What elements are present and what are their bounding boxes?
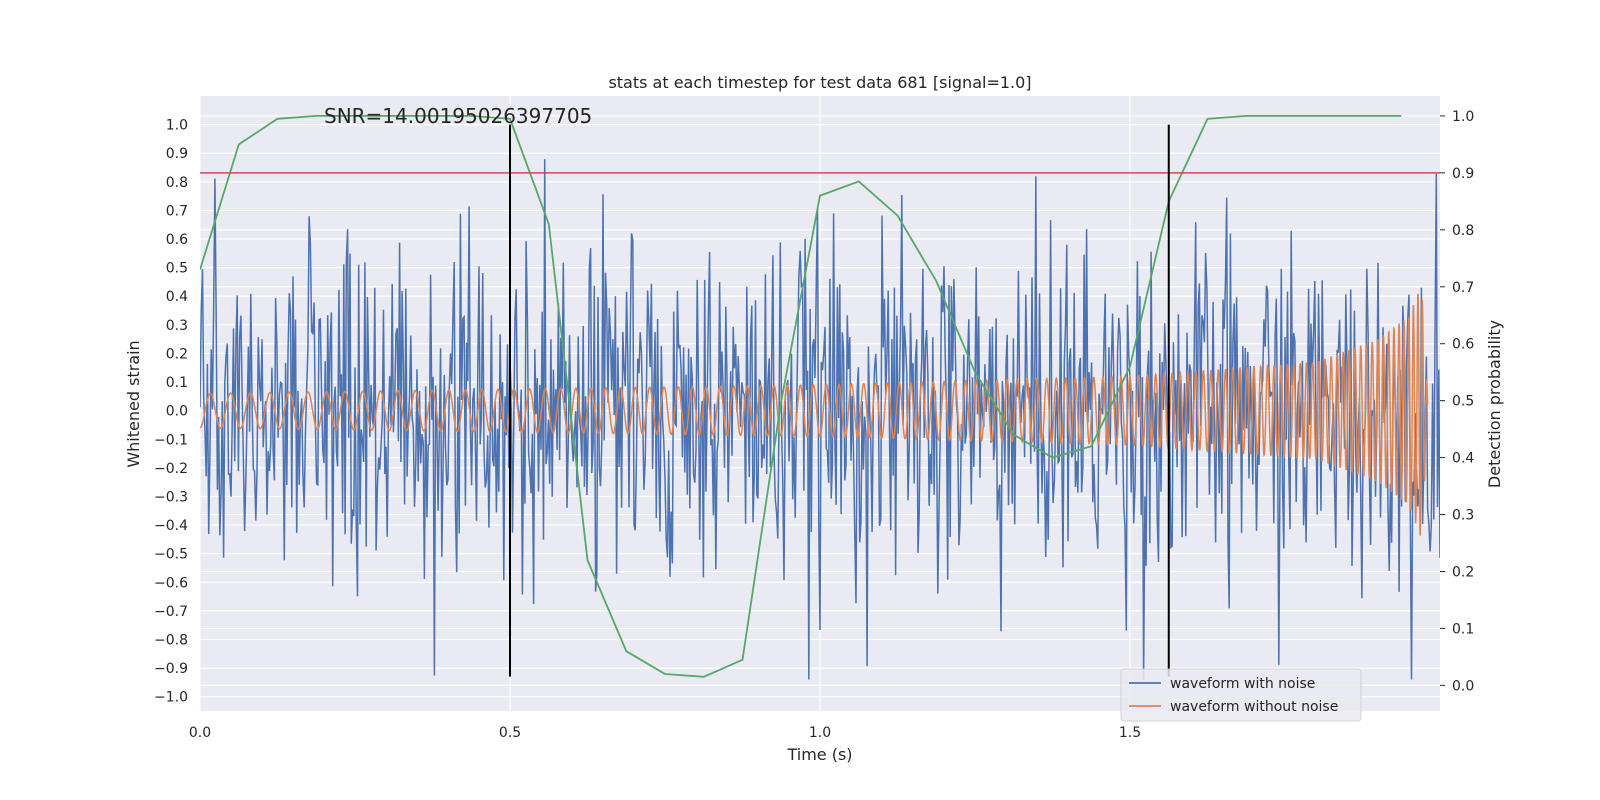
snr-annotation: SNR=14.00195026397705 [324,104,592,128]
y2-tick-label: 0.3 [1452,508,1474,524]
y-tick-label: 0.5 [166,261,188,277]
y-tick-label: −0.1 [154,432,188,448]
x-tick-label: 1.5 [1119,725,1141,741]
x-axis: 0.0 0.5 1.0 1.5 [189,725,1141,741]
legend-label-with-noise: waveform with noise [1170,676,1315,692]
y-tick-label: −0.6 [154,575,188,591]
right-y-axis: 0.0 0.1 0.2 0.3 0.4 0.5 0.6 0.7 0.8 0.9 1.0 [1440,109,1474,694]
y-axis-title: Whitened strain [124,340,143,467]
y2-tick-label: 0.7 [1452,280,1474,296]
y2-tick-label: 0.8 [1452,223,1474,239]
y-tick-label: −0.9 [154,661,188,677]
y2-tick-label: 0.4 [1452,451,1474,467]
legend: waveform with noise waveform without noi… [1120,668,1362,722]
y2-tick-label: 1.0 [1452,109,1474,125]
y2-axis-title: Detection probability [1485,320,1504,488]
y-tick-label: −0.5 [154,547,188,563]
vertical-markers [509,124,1170,677]
y-tick-label: −1.0 [154,690,188,706]
y-tick-label: 0.8 [166,175,188,191]
x-tick-label: 0.5 [499,725,521,741]
y-tick-label: 0.3 [166,318,188,334]
y-tick-label: 0.6 [166,232,188,248]
y-tick-label: 0.2 [166,346,188,362]
series-line-with-noise [200,159,1440,680]
series-line-without-noise [200,293,1429,536]
y2-tick-label: 0.9 [1452,166,1474,182]
y2-tick-label: 0.1 [1452,621,1474,637]
legend-box [1120,668,1362,722]
legend-label-without-noise: waveform without noise [1170,699,1338,715]
y2-tick-label: 0.0 [1452,678,1474,694]
x-axis-title: Time (s) [786,745,852,764]
y-tick-label: 0.0 [166,404,188,420]
y-tick-label: −0.4 [154,518,188,534]
y2-tick-label: 0.5 [1452,394,1474,410]
y-tick-label: −0.2 [154,461,188,477]
x-tick-label: 1.0 [809,725,831,741]
y-tick-label: 0.4 [166,289,188,305]
y-tick-label: 0.9 [166,146,188,162]
y2-tick-label: 0.6 [1452,337,1474,353]
y-tick-label: 0.7 [166,203,188,219]
y-tick-label: −0.7 [154,604,188,620]
left-y-axis: −1.0 −0.9 −0.8 −0.7 −0.6 −0.5 −0.4 −0.3 −0.2 −0.1… [154,118,188,706]
y-tick-label: 0.1 [166,375,188,391]
series-line-detection-probability [200,115,1402,678]
y-tick-label: 1.0 [166,118,188,134]
chart-title: stats at each timestep for test data 681… [608,73,1031,92]
x-tick-label: 0.0 [189,725,211,741]
y-tick-label: −0.8 [154,632,188,648]
y-tick-label: −0.3 [154,489,188,505]
y2-tick-label: 0.2 [1452,564,1474,580]
